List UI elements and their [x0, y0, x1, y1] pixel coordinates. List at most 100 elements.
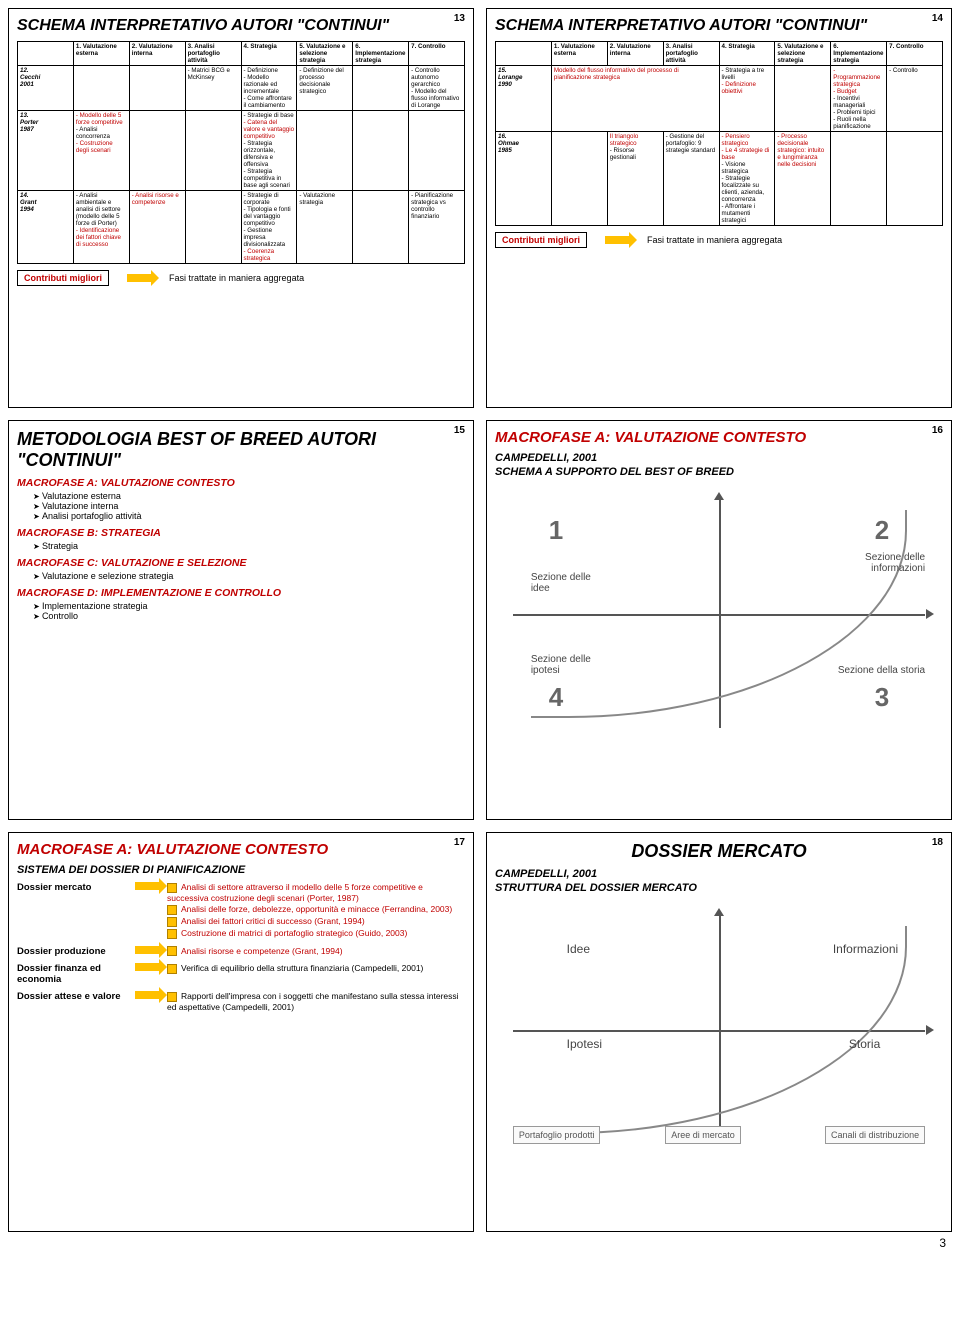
cell: [775, 66, 831, 132]
cell: - Matrici BCG e McKinsey: [185, 66, 241, 111]
subtitle: SISTEMA DEI DOSSIER DI PIANIFICAZIONE: [17, 864, 465, 876]
dossier-item: Analisi di settore attraverso il modello…: [167, 882, 465, 903]
dossier-label: Dossier attese e valore: [17, 991, 127, 1002]
table-row: 14.Grant1994- Analisi ambientale e anali…: [18, 191, 465, 264]
label-1: Sezione delle idee: [531, 572, 611, 594]
tr: Informazioni: [833, 942, 898, 956]
bullet-icon: [167, 992, 177, 1002]
table-row: 13.Porter1987- Modello delle 5 forze com…: [18, 111, 465, 191]
subtitle-1: CAMPEDELLI, 2001: [495, 868, 943, 880]
footer-legend: Contributi migliori Fasi trattate in man…: [495, 232, 943, 248]
mac-c: MACROFASE C: VALUTAZIONE E SELEZIONE: [17, 557, 465, 569]
bullet-item: Implementazione strategia: [33, 601, 465, 611]
cell: - Controllo autonomo gerarchico- Modello…: [409, 66, 465, 111]
col-header: 4. Strategia: [719, 42, 775, 66]
slide-number: 17: [454, 837, 465, 848]
dossier-label: Dossier produzione: [17, 946, 127, 957]
col-header: 4. Strategia: [241, 42, 297, 66]
label-4: Sezione delle ipotesi: [531, 654, 621, 676]
col-header: 5. Valutazione e selezione strategia: [775, 42, 831, 66]
row-label: 15.Lorange1990: [496, 66, 552, 132]
slide-title: SCHEMA INTERPRETATIVO AUTORI "CONTINUI": [495, 17, 943, 35]
subtitle-1: CAMPEDELLI, 2001: [495, 452, 943, 464]
cell: [73, 66, 129, 111]
col-header: 7. Controllo: [409, 42, 465, 66]
bullet-item: Valutazione interna: [33, 501, 465, 511]
col-header: [18, 42, 74, 66]
cell: [353, 191, 409, 264]
slide-title: MACROFASE A: VALUTAZIONE CONTESTO: [495, 429, 943, 446]
page-number: 3: [8, 1236, 946, 1250]
slide-title: SCHEMA INTERPRETATIVO AUTORI "CONTINUI": [17, 17, 465, 35]
col-header: 2. Valutazione interna: [607, 42, 663, 66]
cell: [409, 111, 465, 191]
table-row: 16.Ohmae1985 Il triangolo strategico- Ris…: [496, 132, 943, 226]
slide-number: 15: [454, 425, 465, 436]
row-label: 14.Grant1994: [18, 191, 74, 264]
table-row: 15.Lorange1990Modello del flusso informa…: [496, 66, 943, 132]
tl: Idee: [567, 942, 590, 956]
cell: [887, 132, 943, 226]
bullet-item: Valutazione e selezione strategia: [33, 571, 465, 581]
box-1: Portafoglio prodotti: [513, 1126, 601, 1144]
arrow-icon: [135, 963, 159, 971]
cell: [129, 66, 185, 111]
dossier-row: Dossier mercatoAnalisi di settore attrav…: [17, 882, 465, 940]
label-3: Sezione della storia: [835, 665, 925, 676]
dossier-item: Rapporti dell'impresa con i soggetti che…: [167, 991, 465, 1012]
col-header: 6. Implementazione strategia: [353, 42, 409, 66]
schema-table-13: 1. Valutazione esterna2. Valutazione int…: [17, 41, 465, 264]
cell: - Valutazione strategia: [297, 191, 353, 264]
bullet-item: Analisi portafoglio attività: [33, 511, 465, 521]
col-header: 2. Valutazione interna: [129, 42, 185, 66]
cell: - Processo decisionale strategico: intui…: [775, 132, 831, 226]
row-label: 13.Porter1987: [18, 111, 74, 191]
bullet-item: Valutazione esterna: [33, 491, 465, 501]
col-header: 1. Valutazione esterna: [73, 42, 129, 66]
dossier-content: Analisi risorse e competenze (Grant, 199…: [167, 946, 465, 958]
col-header: 7. Controllo: [887, 42, 943, 66]
box-2: Aree di mercato: [665, 1126, 741, 1144]
br: Storia: [849, 1037, 880, 1051]
slide-number: 18: [932, 837, 943, 848]
cell: Il triangolo strategico- Risorse gestion…: [607, 132, 663, 226]
cell: - Strategie di corporate- Tipologia e fo…: [241, 191, 297, 264]
bullet-icon: [167, 917, 177, 927]
col-header: 1. Valutazione esterna: [551, 42, 607, 66]
cell: [353, 66, 409, 111]
dossier-row: Dossier produzione Analisi risorse e comp…: [17, 946, 465, 958]
q1: 1: [549, 515, 563, 546]
footer-legend: Contributi migliori Fasi trattate in man…: [17, 270, 465, 286]
dossier-item: Analisi risorse e competenze (Grant, 199…: [167, 946, 465, 957]
arrow-icon: [135, 882, 159, 890]
q2: 2: [875, 515, 889, 546]
cell: [831, 132, 887, 226]
arrow-icon: [605, 236, 629, 244]
q3: 3: [875, 682, 889, 713]
cell: - Programmazione strategica- Budget- Inc…: [831, 66, 887, 132]
label-2: Sezione delle informazioni: [835, 552, 925, 574]
cell: - Definizione del processo decisionale s…: [297, 66, 353, 111]
contributi-label: Contributi migliori: [495, 232, 587, 248]
dossier-item: Analisi delle forze, debolezze, opportun…: [167, 904, 465, 915]
cell: - Analisi ambientale e analisi di settor…: [73, 191, 129, 264]
mac-a: MACROFASE A: VALUTAZIONE CONTESTO: [17, 477, 465, 489]
row-label: 12.Cecchi2001: [18, 66, 74, 111]
slide-title: METODOLOGIA BEST OF BREED AUTORI "CONTIN…: [17, 429, 465, 471]
dossier-item: Verifica di equilibrio della struttura f…: [167, 963, 465, 974]
cell: - Strategia a tre livelli- Definizione o…: [719, 66, 775, 132]
bl: Ipotesi: [567, 1037, 602, 1051]
slide-title: DOSSIER MERCATO: [495, 841, 943, 862]
col-header: 6. Implementazione strategia: [831, 42, 887, 66]
box-3: Canali di distribuzione: [825, 1126, 925, 1144]
slide-14: 14 SCHEMA INTERPRETATIVO AUTORI "CONTINU…: [486, 8, 952, 408]
cell: [551, 132, 607, 226]
table-row: 12.Cecchi2001- Matrici BCG e McKinsey- D…: [18, 66, 465, 111]
slide-16: 16 MACROFASE A: VALUTAZIONE CONTESTO CAM…: [486, 420, 952, 820]
cell: [297, 111, 353, 191]
row-label: 16.Ohmae1985: [496, 132, 552, 226]
cell: - Definizione- Modello razionale ed incr…: [241, 66, 297, 111]
quadrant-diagram: Idee Informazioni Ipotesi Storia Portafo…: [495, 900, 943, 1160]
schema-table-14: 1. Valutazione esterna2. Valutazione int…: [495, 41, 943, 226]
bullet-item: Strategia: [33, 541, 465, 551]
